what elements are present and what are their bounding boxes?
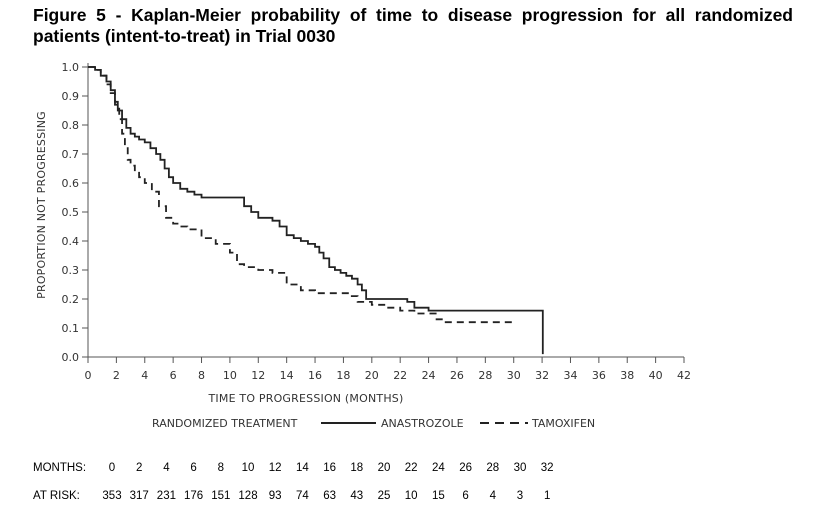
x-tick-label: 10 [223,369,237,382]
x-axis-label: TIME TO PROGRESSION (MONTHS) [208,392,404,405]
y-tick-label: 0.3 [62,264,80,277]
y-tick-label: 0.1 [62,322,80,335]
x-tick-label: 32 [535,369,549,382]
legend-label-anastrozole: ANASTROZOLE [381,417,464,430]
y-axis-label: PROPORTION NOT PROGRESSING [35,111,48,299]
y-tick-label: 0.5 [62,206,80,219]
y-tick-label: 0.7 [62,148,80,161]
y-tick-label: 0.8 [62,119,80,132]
x-tick-label: 22 [393,369,407,382]
x-tick-label: 38 [620,369,634,382]
x-tick-label: 8 [198,369,205,382]
x-tick-label: 42 [677,369,691,382]
x-tick-label: 2 [113,369,120,382]
figure-title: Figure 5 - Kaplan-Meier probability of t… [33,5,793,46]
legend-title: RANDOMIZED TREATMENT [152,417,298,430]
y-tick-label: 0.0 [62,351,80,364]
x-tick-label: 24 [422,369,436,382]
x-axis-ticks: 0 2 4 6 8 10 12 14 16 18 20 22 24 26 28 30 32 34 36 38 40 42 [85,357,691,382]
x-tick-label: 36 [592,369,606,382]
y-tick-label: 1.0 [62,61,80,74]
x-tick-label: 20 [365,369,379,382]
chart-series [88,66,544,355]
y-tick-label: 0.9 [62,90,80,103]
x-tick-label: 28 [478,369,492,382]
y-tick-label: 0.4 [62,235,80,248]
x-tick-label: 26 [450,369,464,382]
legend-label-tamoxifen: TAMOXIFEN [531,417,595,430]
x-tick-label: 16 [308,369,322,382]
x-tick-label: 0 [85,369,92,382]
x-tick-label: 34 [563,369,577,382]
series-line-tamoxifen [88,66,514,324]
y-tick-label: 0.6 [62,177,80,190]
chart-legend: RANDOMIZED TREATMENT ANASTROZOLE TAMOXIF… [152,417,595,430]
x-tick-label: 14 [280,369,294,382]
y-tick-label: 0.2 [62,293,80,306]
x-tick-label: 12 [251,369,265,382]
x-tick-label: 30 [507,369,521,382]
x-tick-label: 6 [170,369,177,382]
x-tick-label: 40 [649,369,663,382]
x-tick-label: 4 [141,369,148,382]
chart-axes [87,63,684,358]
y-axis-ticks: 0.0 0.1 0.2 0.3 0.4 0.5 0.6 0.7 0.8 0.9 1.0 [62,61,88,364]
series-line-anastrozole [88,66,544,355]
x-tick-label: 18 [336,369,350,382]
